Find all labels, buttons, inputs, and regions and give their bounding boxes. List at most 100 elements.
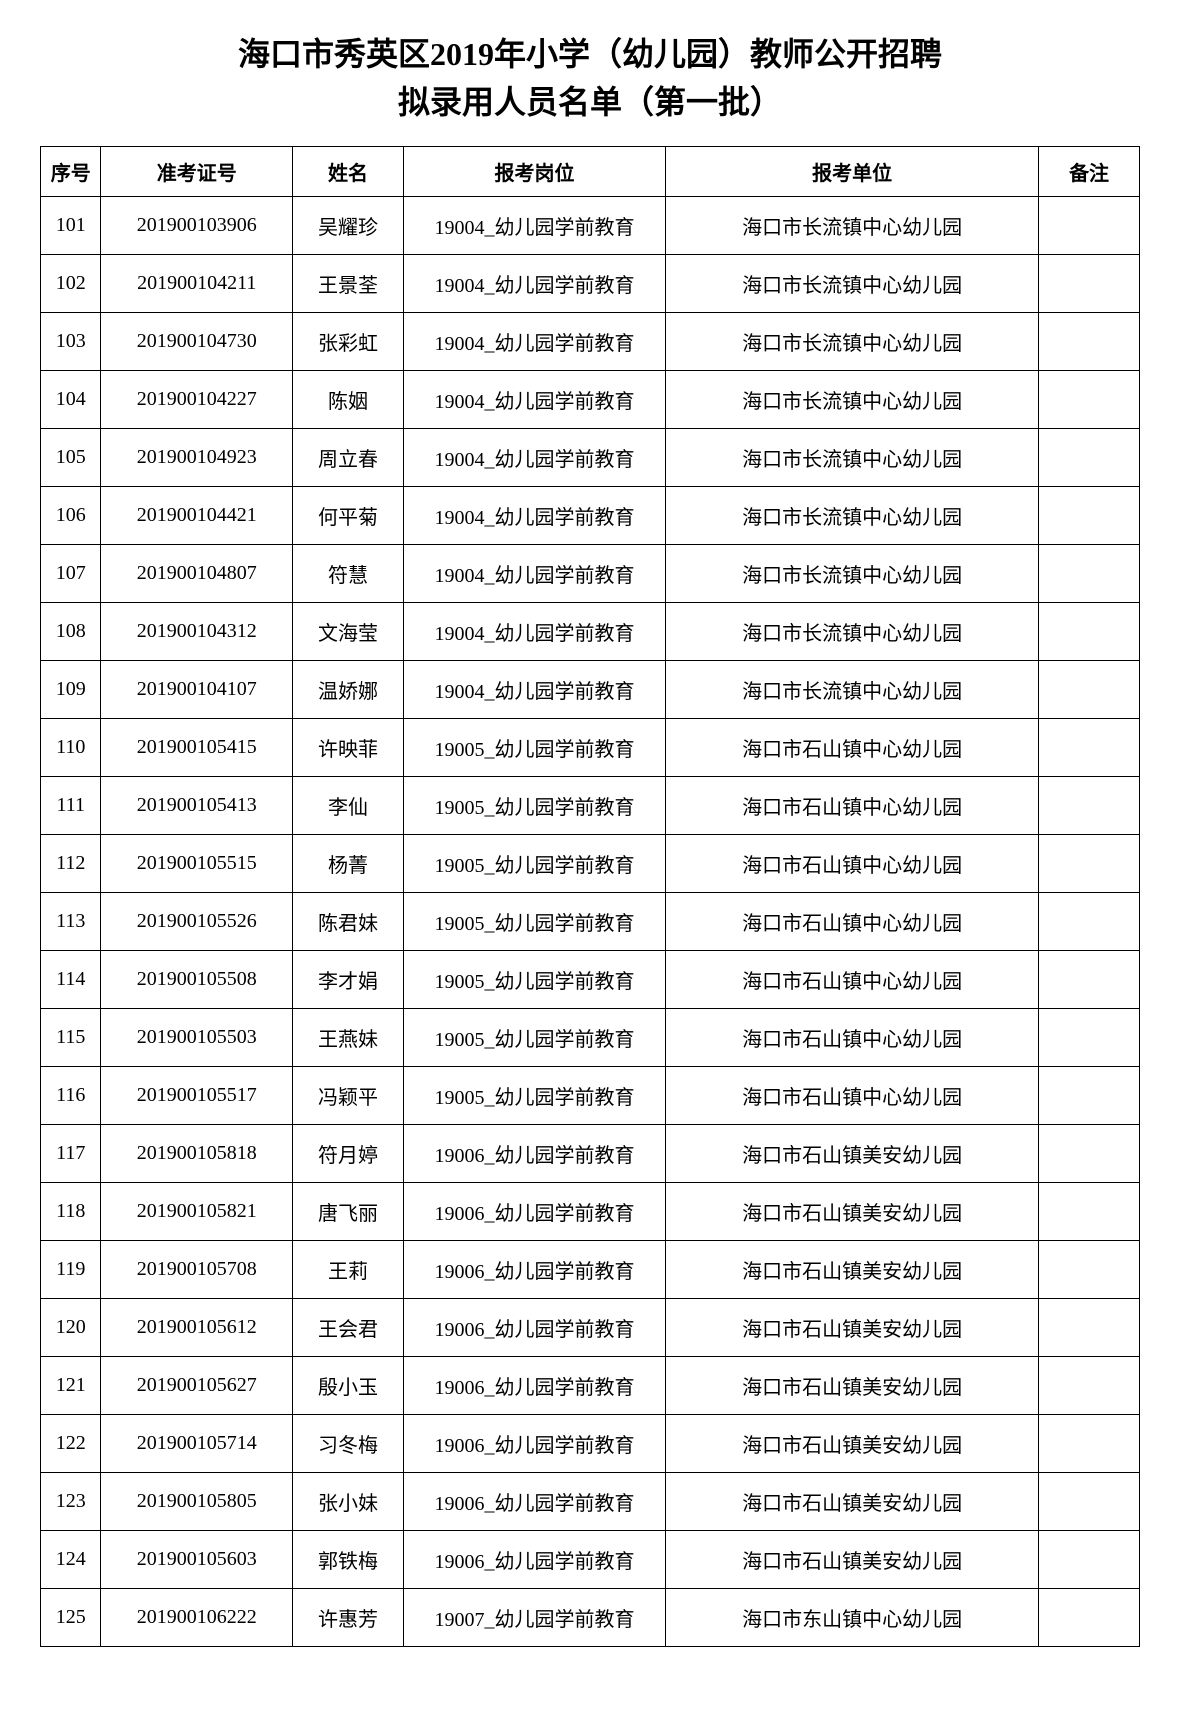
cell-name: 李仙	[293, 777, 404, 835]
cell-position: 19006_幼儿园学前教育	[403, 1357, 665, 1415]
cell-remark	[1039, 429, 1140, 487]
cell-position: 19005_幼儿园学前教育	[403, 951, 665, 1009]
cell-remark	[1039, 1531, 1140, 1589]
cell-exam_id: 201900105612	[101, 1299, 293, 1357]
cell-remark	[1039, 1415, 1140, 1473]
cell-position: 19004_幼儿园学前教育	[403, 371, 665, 429]
cell-position: 19007_幼儿园学前教育	[403, 1589, 665, 1647]
cell-name: 冯颖平	[293, 1067, 404, 1125]
cell-exam_id: 201900104923	[101, 429, 293, 487]
cell-position: 19006_幼儿园学前教育	[403, 1473, 665, 1531]
cell-remark	[1039, 1241, 1140, 1299]
table-row: 115201900105503王燕妹19005_幼儿园学前教育海口市石山镇中心幼…	[41, 1009, 1140, 1067]
cell-name: 温娇娜	[293, 661, 404, 719]
table-row: 110201900105415许映菲19005_幼儿园学前教育海口市石山镇中心幼…	[41, 719, 1140, 777]
cell-name: 王景荃	[293, 255, 404, 313]
cell-unit: 海口市长流镇中心幼儿园	[666, 545, 1039, 603]
cell-position: 19004_幼儿园学前教育	[403, 661, 665, 719]
table-row: 105201900104923周立春19004_幼儿园学前教育海口市长流镇中心幼…	[41, 429, 1140, 487]
cell-position: 19004_幼儿园学前教育	[403, 429, 665, 487]
cell-name: 吴耀珍	[293, 197, 404, 255]
cell-exam_id: 201900104107	[101, 661, 293, 719]
cell-exam_id: 201900104312	[101, 603, 293, 661]
cell-position: 19006_幼儿园学前教育	[403, 1125, 665, 1183]
roster-table: 序号 准考证号 姓名 报考岗位 报考单位 备注 101201900103906吴…	[40, 146, 1140, 1647]
cell-exam_id: 201900105526	[101, 893, 293, 951]
cell-exam_id: 201900105413	[101, 777, 293, 835]
cell-name: 陈君妹	[293, 893, 404, 951]
cell-position: 19006_幼儿园学前教育	[403, 1415, 665, 1473]
header-remark: 备注	[1039, 147, 1140, 197]
cell-exam_id: 201900105627	[101, 1357, 293, 1415]
cell-remark	[1039, 603, 1140, 661]
cell-unit: 海口市石山镇中心幼儿园	[666, 719, 1039, 777]
cell-unit: 海口市石山镇美安幼儿园	[666, 1357, 1039, 1415]
table-row: 112201900105515杨菁19005_幼儿园学前教育海口市石山镇中心幼儿…	[41, 835, 1140, 893]
cell-remark	[1039, 545, 1140, 603]
cell-remark	[1039, 719, 1140, 777]
cell-name: 殷小玉	[293, 1357, 404, 1415]
table-row: 103201900104730张彩虹19004_幼儿园学前教育海口市长流镇中心幼…	[41, 313, 1140, 371]
cell-position: 19006_幼儿园学前教育	[403, 1241, 665, 1299]
cell-exam_id: 201900104730	[101, 313, 293, 371]
cell-position: 19005_幼儿园学前教育	[403, 893, 665, 951]
cell-name: 文海莹	[293, 603, 404, 661]
cell-name: 陈姻	[293, 371, 404, 429]
table-row: 107201900104807符慧19004_幼儿园学前教育海口市长流镇中心幼儿…	[41, 545, 1140, 603]
cell-remark	[1039, 1473, 1140, 1531]
cell-seq: 102	[41, 255, 101, 313]
table-row: 113201900105526陈君妹19005_幼儿园学前教育海口市石山镇中心幼…	[41, 893, 1140, 951]
cell-seq: 115	[41, 1009, 101, 1067]
table-row: 120201900105612王会君19006_幼儿园学前教育海口市石山镇美安幼…	[41, 1299, 1140, 1357]
cell-exam_id: 201900104421	[101, 487, 293, 545]
cell-seq: 109	[41, 661, 101, 719]
cell-unit: 海口市东山镇中心幼儿园	[666, 1589, 1039, 1647]
cell-name: 唐飞丽	[293, 1183, 404, 1241]
table-row: 111201900105413李仙19005_幼儿园学前教育海口市石山镇中心幼儿…	[41, 777, 1140, 835]
cell-unit: 海口市长流镇中心幼儿园	[666, 197, 1039, 255]
cell-seq: 107	[41, 545, 101, 603]
table-row: 114201900105508李才娟19005_幼儿园学前教育海口市石山镇中心幼…	[41, 951, 1140, 1009]
title-line-1: 海口市秀英区2019年小学（幼儿园）教师公开招聘	[40, 30, 1140, 78]
cell-remark	[1039, 951, 1140, 1009]
cell-unit: 海口市石山镇美安幼儿园	[666, 1473, 1039, 1531]
header-position: 报考岗位	[403, 147, 665, 197]
cell-unit: 海口市长流镇中心幼儿园	[666, 313, 1039, 371]
cell-seq: 124	[41, 1531, 101, 1589]
table-row: 109201900104107温娇娜19004_幼儿园学前教育海口市长流镇中心幼…	[41, 661, 1140, 719]
cell-name: 王莉	[293, 1241, 404, 1299]
cell-name: 符月婷	[293, 1125, 404, 1183]
cell-position: 19004_幼儿园学前教育	[403, 545, 665, 603]
header-exam-id: 准考证号	[101, 147, 293, 197]
table-row: 102201900104211王景荃19004_幼儿园学前教育海口市长流镇中心幼…	[41, 255, 1140, 313]
cell-remark	[1039, 371, 1140, 429]
cell-seq: 106	[41, 487, 101, 545]
cell-unit: 海口市长流镇中心幼儿园	[666, 429, 1039, 487]
cell-unit: 海口市石山镇美安幼儿园	[666, 1415, 1039, 1473]
cell-unit: 海口市石山镇中心幼儿园	[666, 777, 1039, 835]
cell-seq: 111	[41, 777, 101, 835]
table-row: 108201900104312文海莹19004_幼儿园学前教育海口市长流镇中心幼…	[41, 603, 1140, 661]
cell-position: 19004_幼儿园学前教育	[403, 603, 665, 661]
table-row: 118201900105821唐飞丽19006_幼儿园学前教育海口市石山镇美安幼…	[41, 1183, 1140, 1241]
cell-name: 张彩虹	[293, 313, 404, 371]
cell-seq: 105	[41, 429, 101, 487]
cell-name: 杨菁	[293, 835, 404, 893]
cell-unit: 海口市长流镇中心幼儿园	[666, 487, 1039, 545]
cell-unit: 海口市石山镇中心幼儿园	[666, 893, 1039, 951]
cell-exam_id: 201900105714	[101, 1415, 293, 1473]
cell-remark	[1039, 777, 1140, 835]
cell-remark	[1039, 1357, 1140, 1415]
cell-position: 19006_幼儿园学前教育	[403, 1299, 665, 1357]
cell-remark	[1039, 1009, 1140, 1067]
table-row: 116201900105517冯颖平19005_幼儿园学前教育海口市石山镇中心幼…	[41, 1067, 1140, 1125]
cell-remark	[1039, 1299, 1140, 1357]
header-seq: 序号	[41, 147, 101, 197]
cell-seq: 116	[41, 1067, 101, 1125]
cell-seq: 125	[41, 1589, 101, 1647]
cell-remark	[1039, 313, 1140, 371]
cell-remark	[1039, 1125, 1140, 1183]
cell-remark	[1039, 255, 1140, 313]
cell-name: 习冬梅	[293, 1415, 404, 1473]
cell-position: 19005_幼儿园学前教育	[403, 835, 665, 893]
